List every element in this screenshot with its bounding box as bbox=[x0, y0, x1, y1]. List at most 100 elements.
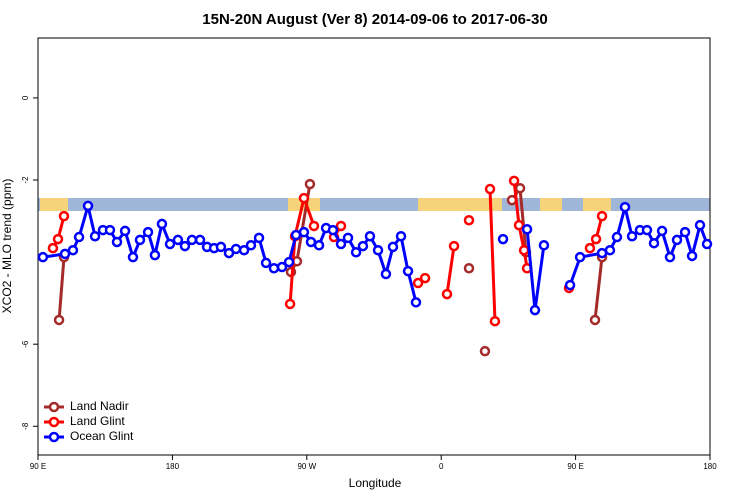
land-strip bbox=[418, 198, 502, 211]
point bbox=[194, 234, 206, 246]
point bbox=[308, 220, 320, 232]
point bbox=[448, 240, 460, 252]
series bbox=[37, 200, 713, 316]
y-tick-label: -6 bbox=[21, 340, 30, 348]
point bbox=[245, 240, 257, 251]
point bbox=[419, 272, 431, 284]
point bbox=[564, 279, 576, 291]
point bbox=[484, 183, 496, 195]
legend-label: Land Glint bbox=[70, 414, 125, 428]
point bbox=[119, 225, 131, 237]
point bbox=[395, 230, 407, 242]
point bbox=[283, 256, 295, 268]
point bbox=[52, 233, 64, 245]
point bbox=[335, 220, 347, 232]
point bbox=[619, 201, 631, 213]
point bbox=[53, 314, 65, 326]
point bbox=[489, 315, 501, 327]
point bbox=[679, 226, 691, 238]
point bbox=[59, 248, 71, 260]
point bbox=[156, 218, 168, 230]
point bbox=[521, 224, 533, 235]
point bbox=[127, 251, 139, 263]
point bbox=[142, 226, 154, 238]
point bbox=[402, 265, 414, 277]
point bbox=[372, 244, 384, 256]
point bbox=[357, 240, 369, 252]
point bbox=[529, 304, 541, 316]
point bbox=[89, 230, 101, 242]
x-tick-label: 90 E bbox=[30, 462, 46, 471]
point bbox=[641, 224, 653, 236]
point bbox=[298, 226, 310, 238]
x-tick-label: 180 bbox=[703, 462, 717, 471]
point bbox=[260, 257, 272, 269]
point bbox=[327, 224, 339, 236]
legend-marker bbox=[48, 431, 60, 443]
point bbox=[574, 251, 586, 263]
point bbox=[701, 238, 713, 250]
point bbox=[342, 232, 354, 244]
point bbox=[149, 249, 161, 261]
point bbox=[82, 200, 94, 212]
legend-label: Land Nadir bbox=[70, 399, 129, 413]
point bbox=[179, 240, 191, 252]
y-tick-label: -8 bbox=[21, 422, 30, 430]
legend-marker bbox=[48, 416, 60, 428]
point bbox=[305, 236, 317, 248]
point bbox=[648, 237, 660, 249]
point bbox=[215, 241, 227, 253]
point bbox=[611, 231, 623, 243]
point bbox=[364, 230, 376, 242]
point bbox=[412, 277, 424, 289]
point bbox=[513, 219, 525, 231]
point bbox=[626, 230, 638, 242]
point bbox=[172, 234, 184, 246]
point bbox=[186, 234, 198, 246]
y-tick-label: 0 bbox=[21, 95, 30, 100]
point bbox=[134, 234, 146, 246]
point bbox=[73, 231, 85, 243]
point bbox=[47, 242, 59, 254]
point bbox=[656, 225, 668, 237]
point bbox=[686, 250, 698, 262]
point bbox=[276, 261, 288, 273]
point bbox=[298, 192, 310, 204]
point bbox=[590, 233, 602, 245]
point bbox=[67, 244, 79, 256]
point bbox=[284, 298, 296, 310]
point bbox=[230, 243, 242, 255]
point bbox=[350, 246, 362, 258]
point bbox=[111, 236, 123, 248]
point bbox=[508, 175, 520, 187]
point bbox=[441, 288, 453, 300]
point bbox=[596, 210, 608, 222]
point bbox=[589, 314, 601, 326]
x-tick-label: 180 bbox=[166, 462, 180, 471]
land-strip bbox=[540, 198, 562, 211]
point bbox=[313, 240, 325, 251]
point bbox=[380, 268, 392, 280]
chart-title: 15N-20N August (Ver 8) 2014-09-06 to 201… bbox=[202, 11, 547, 28]
point bbox=[104, 224, 116, 236]
point bbox=[518, 244, 530, 256]
point bbox=[479, 345, 491, 357]
point bbox=[58, 210, 70, 222]
x-tick-label: 0 bbox=[439, 462, 444, 471]
point bbox=[664, 251, 676, 263]
legend-marker bbox=[48, 401, 60, 413]
y-tick-label: -2 bbox=[21, 176, 30, 184]
point bbox=[514, 182, 526, 194]
map-strip bbox=[38, 198, 710, 211]
y-axis-label: XCO2 - MLO trend (ppm) bbox=[0, 179, 14, 314]
point bbox=[37, 251, 49, 263]
x-axis-label: Longitude bbox=[349, 476, 402, 490]
point bbox=[463, 214, 475, 226]
point bbox=[164, 238, 176, 250]
point bbox=[410, 297, 422, 308]
point bbox=[497, 233, 509, 245]
point bbox=[238, 244, 250, 256]
land-strip bbox=[40, 198, 68, 211]
